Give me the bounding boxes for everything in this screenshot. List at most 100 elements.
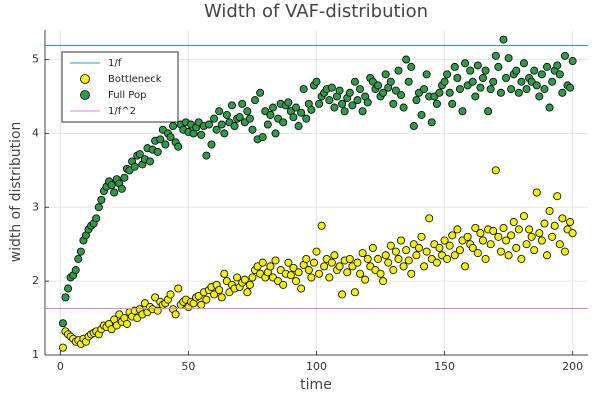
point [530, 246, 539, 255]
point [476, 83, 485, 92]
point [453, 225, 462, 234]
point [394, 254, 403, 263]
point [404, 77, 413, 86]
point [220, 269, 229, 278]
point [545, 206, 554, 215]
point [548, 232, 557, 241]
y-tick-label: 3 [32, 200, 39, 213]
point [350, 77, 359, 86]
point [222, 110, 231, 119]
point [397, 91, 406, 100]
point [530, 66, 539, 75]
point [548, 77, 557, 86]
point [315, 269, 324, 278]
point [453, 74, 462, 83]
point [458, 107, 467, 116]
point [427, 118, 436, 127]
point [294, 122, 303, 131]
legend-label: 1/f [108, 58, 122, 69]
point [258, 258, 267, 267]
point [522, 240, 531, 249]
point [414, 243, 423, 252]
point [146, 157, 155, 166]
point [135, 150, 144, 159]
y-axis-label: width of distribution [8, 122, 24, 263]
point [217, 293, 226, 302]
point [169, 122, 178, 131]
point [509, 218, 518, 227]
point [243, 288, 252, 297]
point [412, 96, 421, 105]
point [94, 203, 103, 212]
point [166, 290, 175, 299]
point [517, 254, 526, 263]
point [330, 251, 339, 260]
point [425, 214, 434, 223]
point [345, 254, 354, 263]
x-tick-label: 100 [306, 360, 327, 373]
point [215, 285, 224, 294]
point [432, 258, 441, 267]
point [268, 103, 277, 112]
point [302, 114, 311, 123]
point [537, 236, 546, 245]
point [496, 88, 505, 97]
point [302, 254, 311, 263]
point [210, 114, 219, 123]
point [358, 249, 367, 258]
point [478, 74, 487, 83]
point [204, 120, 213, 129]
point [299, 85, 308, 94]
point [522, 85, 531, 94]
point [245, 114, 254, 123]
point [279, 280, 288, 289]
point [97, 195, 106, 204]
point [220, 129, 229, 138]
point [309, 258, 318, 267]
point [353, 258, 362, 267]
point [161, 140, 170, 149]
point [317, 221, 326, 230]
point [202, 151, 211, 160]
point [397, 236, 406, 245]
point [568, 229, 577, 238]
point [61, 293, 70, 302]
point [386, 77, 395, 86]
point [74, 254, 83, 263]
point [535, 92, 544, 101]
point [404, 256, 413, 265]
point [289, 113, 298, 122]
point [120, 173, 129, 182]
point [504, 54, 513, 63]
point [330, 103, 339, 112]
point [345, 88, 354, 97]
point [489, 77, 498, 86]
point [251, 96, 260, 105]
point [76, 247, 85, 256]
point [356, 269, 365, 278]
point [471, 223, 480, 232]
point [435, 243, 444, 252]
point [448, 231, 457, 240]
point [340, 107, 349, 116]
point [350, 288, 359, 297]
point [417, 232, 426, 241]
point [363, 98, 372, 107]
point [215, 107, 224, 116]
point [389, 266, 398, 275]
y-tick-label: 4 [32, 126, 39, 139]
point [494, 62, 503, 71]
point [376, 269, 385, 278]
point [292, 277, 301, 286]
point [543, 62, 552, 71]
point [540, 85, 549, 94]
x-tick-label: 50 [181, 360, 195, 373]
point [491, 51, 500, 60]
point [325, 273, 334, 282]
legend-label: 1/f^2 [108, 106, 136, 117]
legend-swatch [80, 74, 90, 84]
point [391, 247, 400, 256]
point [448, 99, 457, 108]
y-tick-label: 5 [32, 53, 39, 66]
